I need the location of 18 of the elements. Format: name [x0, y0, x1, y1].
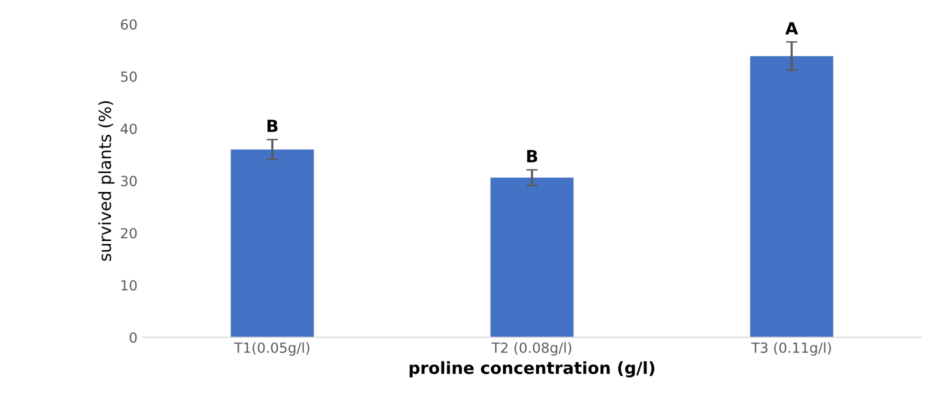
x-axis-title: proline concentration (g/l): [410, 361, 654, 378]
y-tick-label: 0: [130, 332, 137, 343]
annotation: B: [268, 120, 278, 132]
bar: [230, 149, 314, 338]
y-tick-label: 30: [121, 176, 137, 186]
x-tick-label: T3 (0.11g/l): [751, 342, 831, 356]
y-tick-label: 50: [121, 71, 137, 82]
x-tick-label: T2 (0.08g/l): [492, 342, 572, 356]
y-tick-label: 60: [120, 19, 137, 30]
y-tick-label: 10: [121, 280, 137, 291]
bar: [750, 56, 834, 338]
annotation: A: [785, 22, 798, 34]
annotation: B: [527, 150, 538, 162]
y-tick-label: 20: [120, 228, 137, 238]
y-tick-label: 40: [120, 124, 137, 134]
bar: [490, 178, 574, 338]
y-axis-title: survived plants (%): [98, 101, 114, 261]
x-tick-label: T1(0.05g/l): [234, 342, 310, 356]
